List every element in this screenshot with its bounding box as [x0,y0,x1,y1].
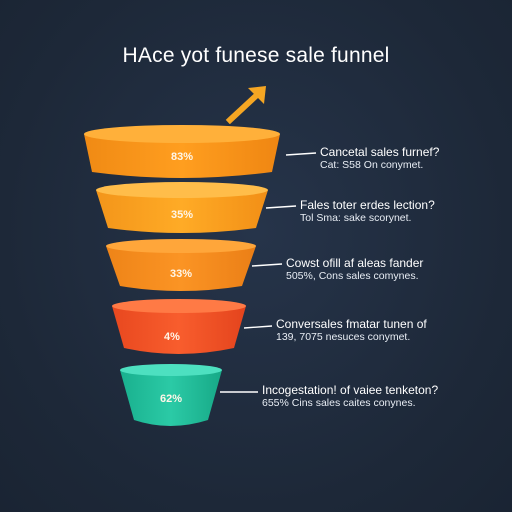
funnel-stage-5: 62% [120,364,222,426]
connector-lines [220,152,317,393]
stage-percent: 33% [170,268,192,280]
stage-title: Cancetal sales furnef? [320,145,440,159]
stage-percent: 62% [160,393,182,405]
funnel-stage-2: 35% [96,182,268,233]
stage-title: Cowst ofill af aleas fander [286,256,424,270]
stage-4-label: Conversales fmatar tunen of 139, 7075 ne… [276,318,427,344]
stage-subtitle: 139, 7075 nesuces conymet. [276,331,411,343]
stage-subtitle: 505%, Cons sales comynes. [286,270,419,282]
stage-2-label: Fales toter erdes lection? Tol Sma: sake… [300,199,435,225]
page-title: HAce yot funese sale funnel [122,44,390,67]
stage-title: Incogestation! of vaiee tenketon? [262,383,439,397]
funnel-stage-4: 4% [112,299,246,354]
stage-title: Fales toter erdes lection? [300,198,435,212]
stage-subtitle: Cat: S58 On conymet. [320,159,424,171]
stage-3-label: Cowst ofill af aleas fander 505%, Cons s… [286,257,423,283]
stage-subtitle: Tol Sma: sake scorynet. [300,212,412,224]
funnel-stage-1: 83% [84,125,280,178]
funnel-stage-3: 33% [106,239,256,291]
trend-arrow-icon [225,86,266,124]
stage-subtitle: 655% Cins sales caites conynes. [262,397,416,409]
stage-1-label: Cancetal sales furnef? Cat: S58 On conym… [320,146,439,172]
stage-percent: 4% [164,331,180,343]
stage-percent: 35% [171,209,193,221]
stage-5-label: Incogestation! of vaiee tenketon? 655% C… [262,384,438,410]
stage-title: Conversales fmatar tunen of [276,317,427,331]
stage-percent: 83% [171,151,193,163]
